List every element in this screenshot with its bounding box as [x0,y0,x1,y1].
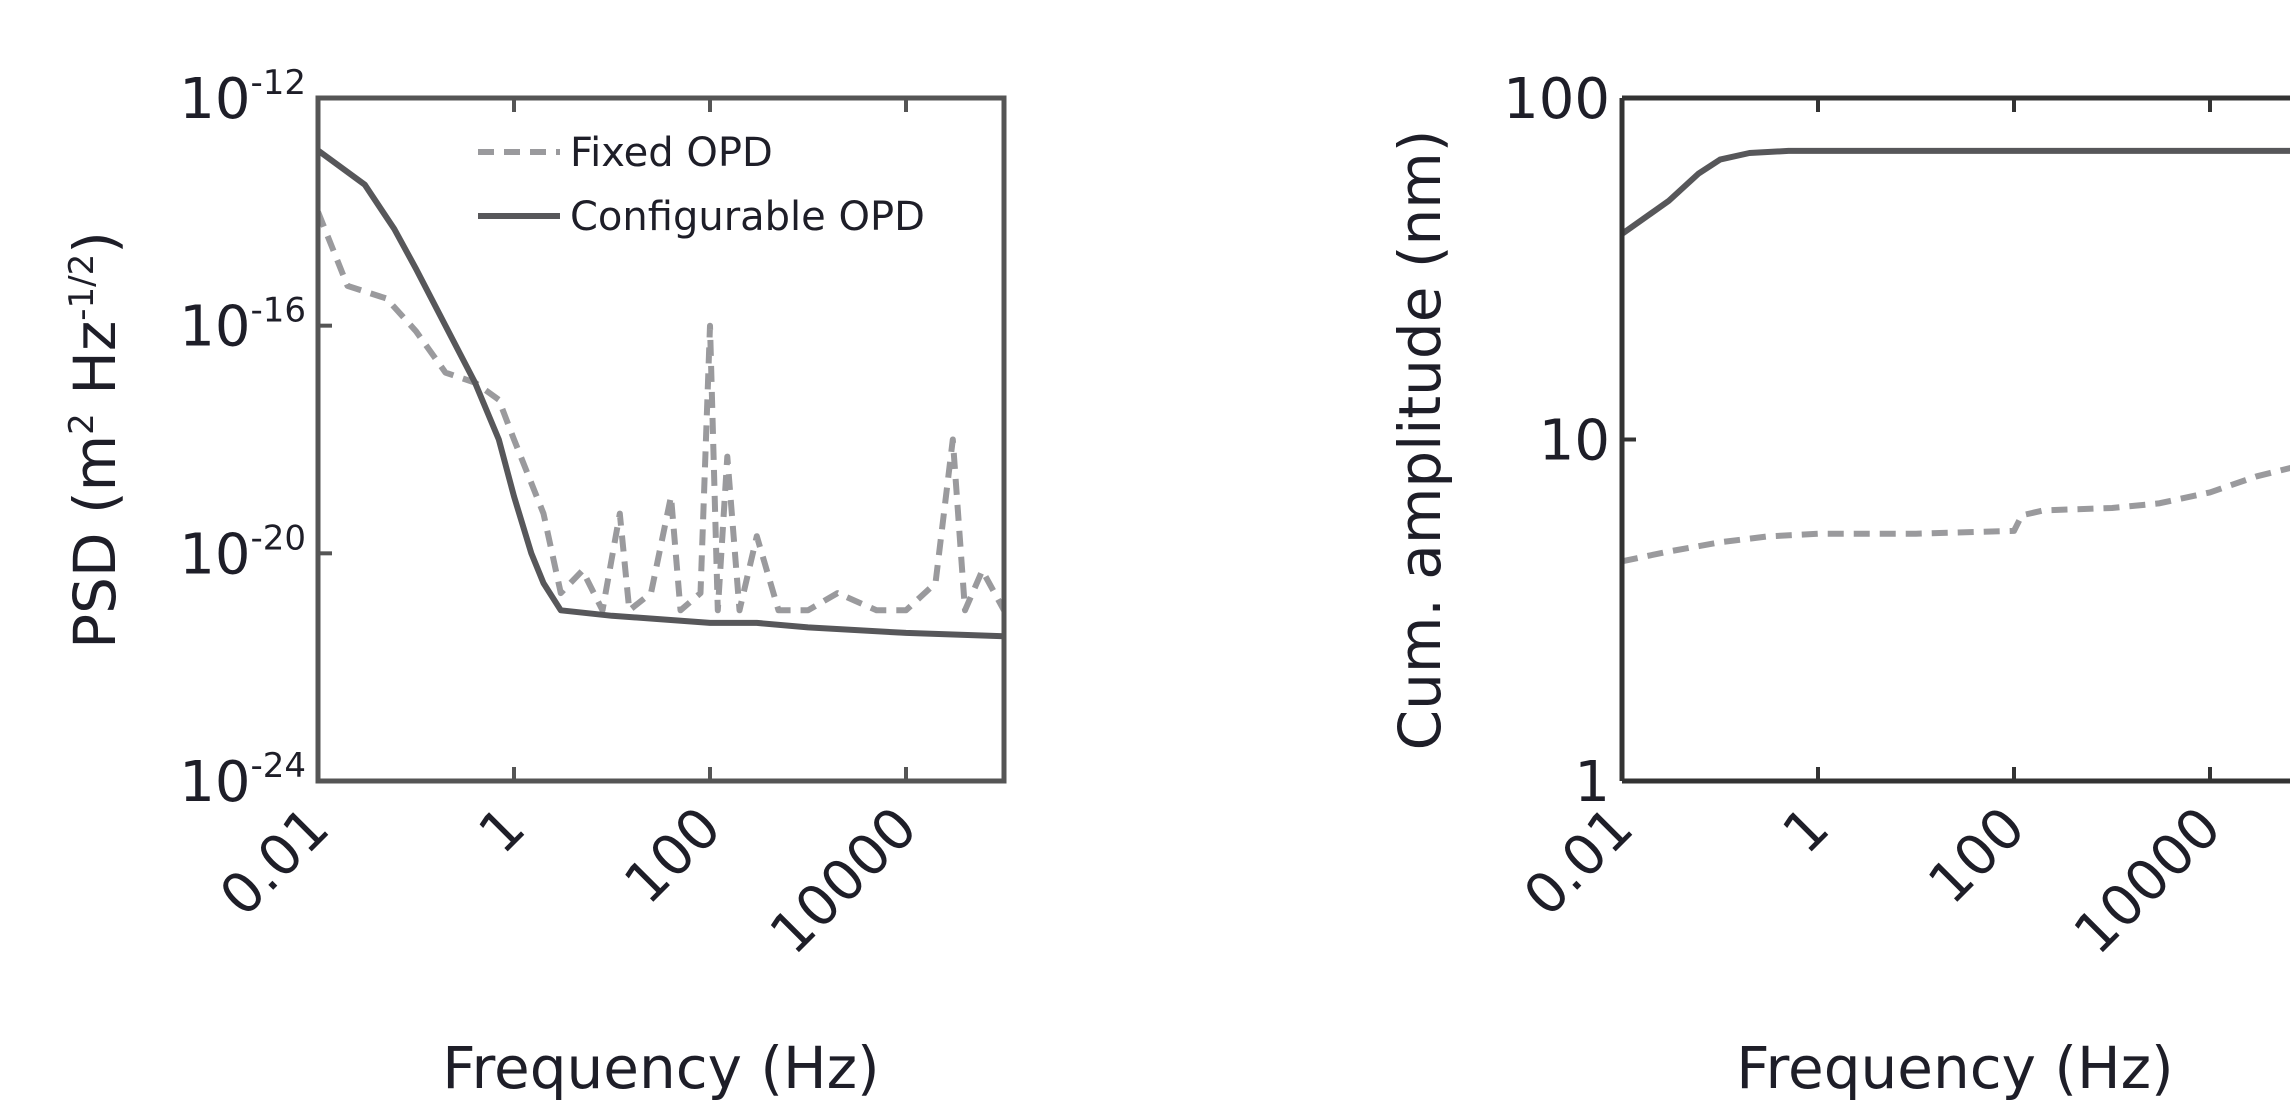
psd-ylabel-part-2: Hz [61,321,129,414]
cumulative-xtick-label: 0.01 [1512,795,1646,929]
psd-xtick-label: 0.01 [208,795,342,929]
cumulative-series-lines [1622,147,2290,565]
cumulative-series-2-line [1622,464,2290,565]
psd-panel: 0.01 1 100 10000 10-24 10-20 10-16 10-12 Fixed … [61,63,1007,1102]
psd-series-lines [318,147,1004,640]
cumulative-ytick-label: 1 [1574,750,1610,815]
psd-series-2-line [318,147,1004,640]
cumulative-xtick-label: 10000 [2062,795,2234,967]
psd-axes-frame [315,95,1007,784]
legend-label-2: Configurable OPD [570,194,925,240]
psd-ytick-label: 10-12 [179,63,306,132]
psd-xtick-label: 10000 [758,795,930,967]
psd-legend: Fixed OPD Configurable OPD [478,130,925,240]
cumulative-xtick-label: 1 [1771,795,1842,866]
psd-ytick-label: 10-20 [179,518,306,587]
psd-ylabel-part-3: ) [61,231,129,254]
cumulative-xtick-label: 100 [1916,795,2038,917]
psd-ylabel-part-1: PSD (m [61,435,129,649]
psd-series-1-line [318,210,1004,614]
cumulative-y-axis-title: Cum. amplitude (nm) [1386,130,1454,751]
psd-xtick-label: 1 [467,795,538,866]
psd-y-axis-title: PSD (m2 Hz-1/2) [61,231,129,649]
cumulative-x-axis-title: Frequency (Hz) [1736,1034,2173,1102]
cumulative-ytick-label: 100 [1503,67,1610,132]
psd-ytick-label: 10-16 [179,291,306,360]
cumulative-ytick-label: 10 [1539,409,1610,474]
cumulative-series-1-line [1622,147,2290,237]
psd-ylabel-sup-2: -1/2 [62,254,102,321]
psd-xtick-label: 100 [612,795,734,917]
psd-ylabel-sup-1: 2 [62,413,102,435]
legend-label-1: Fixed OPD [570,130,773,176]
psd-ytick-label: 10-24 [179,746,306,815]
psd-x-axis-title: Frequency (Hz) [442,1034,879,1102]
